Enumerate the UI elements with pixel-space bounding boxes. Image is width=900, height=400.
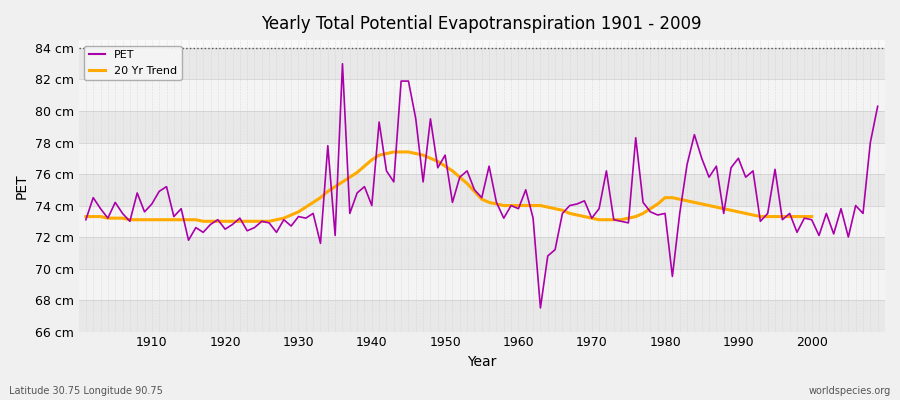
Legend: PET, 20 Yr Trend: PET, 20 Yr Trend — [84, 46, 182, 80]
Text: Latitude 30.75 Longitude 90.75: Latitude 30.75 Longitude 90.75 — [9, 386, 163, 396]
Y-axis label: PET: PET — [15, 173, 29, 199]
X-axis label: Year: Year — [467, 355, 497, 369]
Bar — [78, 48, 885, 80]
Bar — [78, 111, 885, 142]
Bar — [78, 80, 885, 111]
Bar — [78, 268, 885, 300]
Text: worldspecies.org: worldspecies.org — [809, 386, 891, 396]
Bar — [78, 142, 885, 174]
Bar — [78, 174, 885, 206]
Bar — [78, 237, 885, 268]
Title: Yearly Total Potential Evapotranspiration 1901 - 2009: Yearly Total Potential Evapotranspiratio… — [262, 15, 702, 33]
Bar — [78, 300, 885, 332]
Bar — [78, 206, 885, 237]
